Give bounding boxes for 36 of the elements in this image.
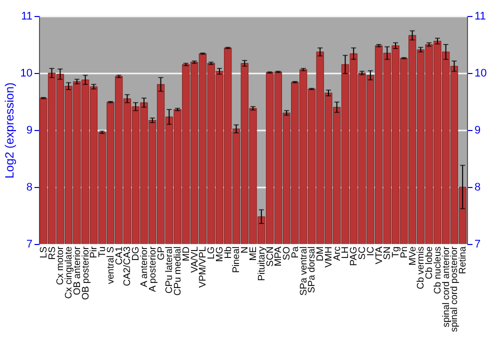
y2-tick-label: 8 [474, 182, 481, 194]
x-tick-label: RS [46, 246, 58, 260]
x-tick-label: ME [248, 246, 259, 261]
y-tick-label: 7 [26, 238, 32, 250]
y2-tick-label: 10 [474, 68, 487, 80]
x-tick-label: SC [356, 246, 368, 260]
x-tick-label: Arc [332, 246, 343, 261]
x-tick-label: SN [382, 246, 394, 260]
x-tick-label: GP [156, 246, 167, 260]
x-tick-label: DG [130, 246, 142, 261]
y2-tick-label: 7 [474, 238, 481, 250]
y-axis-title: Log2 (expression) [2, 82, 16, 179]
x-tick-label: SPa dorsal [306, 246, 318, 293]
y2-tick-label: 9 [474, 124, 481, 136]
x-tick-label: OB posterior [80, 246, 92, 300]
x-tick-label: MG [214, 246, 226, 262]
x-tick-label: spinal cord anterior [440, 246, 452, 328]
x-tick-label: SCN [264, 246, 276, 267]
x-tick-label: Retina [458, 246, 469, 274]
y-tick-label: 11 [21, 10, 32, 22]
x-tick-label: IC [365, 246, 376, 256]
x-tick-label: ventral S [105, 246, 116, 284]
x-tick-label: Hb [222, 246, 234, 259]
y-tick-label: 8 [26, 182, 32, 194]
x-tick-label: LS [38, 246, 50, 258]
x-tick-label: spinal cord posterior [449, 246, 460, 332]
x-tick-label: Pineal [231, 246, 242, 273]
x-tick-label: OB anterior [72, 246, 83, 296]
x-tick-label: Pituitary [256, 246, 268, 281]
x-tick-label: Pir [88, 246, 100, 258]
x-tick-label: MVe [407, 246, 418, 266]
y-tick-label: 9 [26, 124, 32, 136]
x-tick-label: Tg [390, 246, 402, 258]
y-tick-label: 10 [20, 68, 32, 80]
y2-tick-label: 11 [474, 10, 486, 22]
x-tick-label: N [240, 246, 251, 254]
